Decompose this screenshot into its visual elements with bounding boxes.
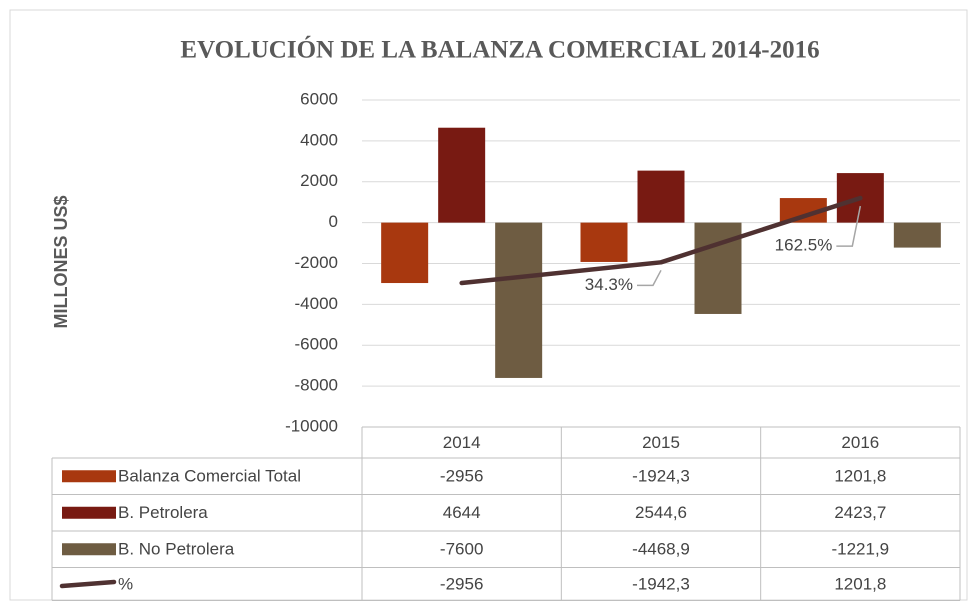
table-header: 2016	[841, 433, 879, 452]
y-axis-label: MILLONES US$	[51, 195, 71, 328]
table-header: 2014	[443, 433, 481, 452]
table-cell: 1201,8	[834, 467, 886, 486]
table-header: 2015	[642, 433, 680, 452]
legend-swatch	[62, 470, 116, 483]
table-cell: -2956	[440, 574, 483, 593]
bar	[893, 222, 941, 248]
table-cell: -4468,9	[632, 540, 690, 559]
table-cell: -2956	[440, 467, 483, 486]
table-cell: -1221,9	[831, 540, 889, 559]
legend-label: %	[118, 574, 133, 593]
chart-border	[9, 9, 968, 601]
bar	[495, 222, 543, 378]
bar	[438, 127, 486, 223]
table-cell: 4644	[443, 503, 481, 522]
line	[459, 195, 863, 286]
annotation: 162.5%	[775, 236, 833, 255]
table-cell: 1201,8	[834, 574, 886, 593]
legend-label: B. No Petrolera	[118, 540, 235, 559]
table-cell: -1942,3	[632, 574, 690, 593]
y-tick-label: -2000	[295, 253, 338, 272]
legend-swatch	[62, 543, 116, 556]
bar	[637, 170, 685, 223]
table-cell: 2423,7	[834, 503, 886, 522]
legend-line	[59, 579, 117, 589]
y-tick-label: 2000	[300, 171, 338, 190]
legend-swatch	[62, 506, 116, 519]
y-tick-label: 4000	[300, 130, 338, 149]
bar	[381, 222, 429, 284]
y-tick-label: 6000	[300, 89, 338, 108]
bar	[580, 222, 628, 262]
table-cell: -1924,3	[632, 467, 690, 486]
annotation: 34.3%	[585, 275, 633, 294]
chart-title: EVOLUCIÓN DE LA BALANZA COMERCIAL 2014-2…	[180, 36, 819, 64]
y-tick-label: -4000	[295, 294, 338, 313]
table-cell: -7600	[440, 540, 483, 559]
annotation-leader	[836, 205, 862, 247]
y-tick-label: 0	[329, 212, 338, 231]
y-tick-label: -6000	[295, 335, 338, 354]
annotation-leader	[637, 269, 662, 287]
table-cell: 2544,6	[635, 503, 687, 522]
legend-label: Balanza Comercial Total	[118, 467, 301, 486]
y-tick-label: -8000	[295, 376, 338, 395]
legend-label: B. Petrolera	[118, 503, 208, 522]
y-tick-label: -10000	[285, 416, 338, 435]
